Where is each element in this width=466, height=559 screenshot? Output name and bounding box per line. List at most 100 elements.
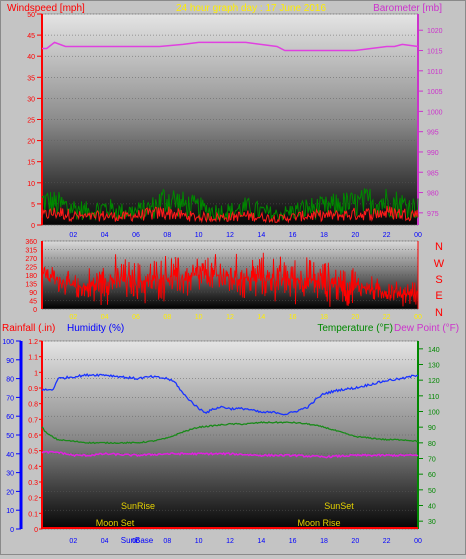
- humidity-tick-label: 70: [6, 395, 14, 402]
- direction-x-tick-label: 10: [195, 314, 203, 321]
- barometer-series-line: [42, 41, 419, 52]
- wind-x-tick-label: 08: [163, 232, 171, 239]
- temperature-tick-label: 90: [428, 425, 436, 432]
- direction-x-tick-label: 04: [101, 314, 109, 321]
- wind-tick-label: 50: [27, 12, 35, 19]
- compass-letter-e: E: [435, 290, 442, 302]
- wind-tick-label: 30: [27, 96, 35, 103]
- temperature-tick-label: 130: [428, 363, 440, 370]
- humidity-tick-label: 10: [6, 508, 14, 515]
- temperature-tick-label: 100: [428, 410, 440, 417]
- temperature-tick-label: 120: [428, 378, 440, 385]
- graph-date-title: 24 hour graph day : 17 June 2016: [176, 3, 327, 14]
- humidity-tick-label: 50: [6, 433, 14, 440]
- lower-panel-plot: [41, 340, 419, 530]
- dewpoint-axis-title: Dew Point (°F): [394, 323, 459, 334]
- wind-tick-label: 45: [27, 33, 35, 40]
- lower-x-tick-label: 22: [383, 538, 391, 545]
- wind-tick-label: 40: [27, 54, 35, 61]
- direction-x-tick-label: 14: [257, 314, 265, 321]
- humidity-tick-label: 100: [2, 339, 14, 346]
- wind-direction-series-line: [41, 252, 419, 307]
- direction-tick-label: 180: [25, 273, 37, 280]
- humidity-tick-label: 60: [6, 414, 14, 421]
- barometer-axis-title: Barometer [mb]: [373, 3, 442, 14]
- wind-x-tick-label: 02: [69, 232, 77, 239]
- rain-tick-label: 1.1: [28, 355, 38, 362]
- axis-labels: 0510152025303540455097598098599099510001…: [2, 12, 442, 545]
- lower-x-tick-label: 10: [195, 538, 203, 545]
- lower-x-tick-label: 08: [163, 538, 171, 545]
- direction-x-tick-label: 12: [226, 314, 234, 321]
- compass-letter-s: S: [435, 274, 442, 286]
- wind-x-tick-label: 04: [101, 232, 109, 239]
- direction-x-tick-label: 00: [414, 314, 422, 321]
- wind-x-tick-label: 12: [226, 232, 234, 239]
- temperature-tick-label: 40: [428, 504, 436, 511]
- humidity-tick-label: 0: [10, 527, 14, 534]
- rain-tick-label: 0.8: [28, 402, 38, 409]
- rain-tick-label: 0.9: [28, 386, 38, 393]
- compass-letter-n-top: N: [435, 241, 443, 253]
- barometer-tick-label: 985: [427, 170, 439, 177]
- barometer-tick-label: 980: [427, 191, 439, 198]
- sunset-label: SunSet: [324, 501, 354, 511]
- lower-x-tick-label: 00: [414, 538, 422, 545]
- lower-x-tick-label: 12: [226, 538, 234, 545]
- rain-tick-label: 0.3: [28, 480, 38, 487]
- moonset-label: Moon Set: [96, 518, 135, 528]
- humidity-series-line: [41, 372, 419, 416]
- temperature-axis-title: Temperature (°F): [317, 323, 393, 334]
- direction-tick-label: 90: [29, 290, 37, 297]
- wind-x-tick-label: 16: [289, 232, 297, 239]
- wind-tick-label: 10: [27, 181, 35, 188]
- barometer-tick-label: 1020: [427, 28, 443, 35]
- windspeed-series-line: [41, 205, 419, 224]
- data-series: [41, 41, 419, 529]
- lower-x-tick-label: 04: [101, 538, 109, 545]
- direction-x-tick-label: 16: [289, 314, 297, 321]
- wind-tick-label: 35: [27, 75, 35, 82]
- rain-tick-label: 0.5: [28, 449, 38, 456]
- wind-x-tick-label: 22: [383, 232, 391, 239]
- barometer-tick-label: 990: [427, 150, 439, 157]
- direction-tick-label: 0: [33, 307, 37, 314]
- rain-tick-label: 0.7: [28, 417, 38, 424]
- direction-tick-label: 360: [25, 239, 37, 246]
- lower-x-tick-label: 14: [257, 538, 265, 545]
- wind-x-tick-label: 06: [132, 232, 140, 239]
- wind-tick-label: 25: [27, 118, 35, 125]
- rain-tick-label: 0.4: [28, 464, 38, 471]
- lower-x-tick-label: 18: [320, 538, 328, 545]
- temperature-tick-label: 60: [428, 472, 436, 479]
- rain-tick-label: 1.2: [28, 339, 38, 346]
- barometer-tick-label: 995: [427, 130, 439, 137]
- windspeed-axis-title: Windspeed [mph]: [7, 3, 85, 14]
- lower-x-tick-label: 20: [351, 538, 359, 545]
- barometer-tick-label: 1015: [427, 49, 443, 56]
- gust-series-line: [41, 188, 419, 222]
- barometer-tick-label: 1010: [427, 69, 443, 76]
- wind-tick-label: 20: [27, 139, 35, 146]
- rain-tick-label: 0.6: [28, 433, 38, 440]
- rain-tick-label: 1: [34, 370, 38, 377]
- rain-tick-label: 0: [34, 527, 38, 534]
- direction-x-tick-label: 02: [69, 314, 77, 321]
- barometer-tick-label: 975: [427, 211, 439, 218]
- wind-x-tick-label: 20: [351, 232, 359, 239]
- wind-tick-label: 0: [31, 223, 35, 230]
- dewpoint-series-line: [41, 450, 419, 459]
- temperature-tick-label: 80: [428, 441, 436, 448]
- temperature-tick-label: 30: [428, 519, 436, 526]
- compass-letter-n-bottom: N: [435, 307, 443, 319]
- rainfall-axis-title: Rainfall (.in): [2, 323, 55, 334]
- compass-letter-w: W: [434, 258, 445, 270]
- humidity-tick-label: 30: [6, 471, 14, 478]
- sunbase-label: SunBase: [121, 536, 154, 545]
- rain-tick-label: 0.2: [28, 496, 38, 503]
- temperature-tick-label: 70: [428, 457, 436, 464]
- wind-tick-label: 15: [27, 160, 35, 167]
- direction-tick-label: 45: [29, 299, 37, 306]
